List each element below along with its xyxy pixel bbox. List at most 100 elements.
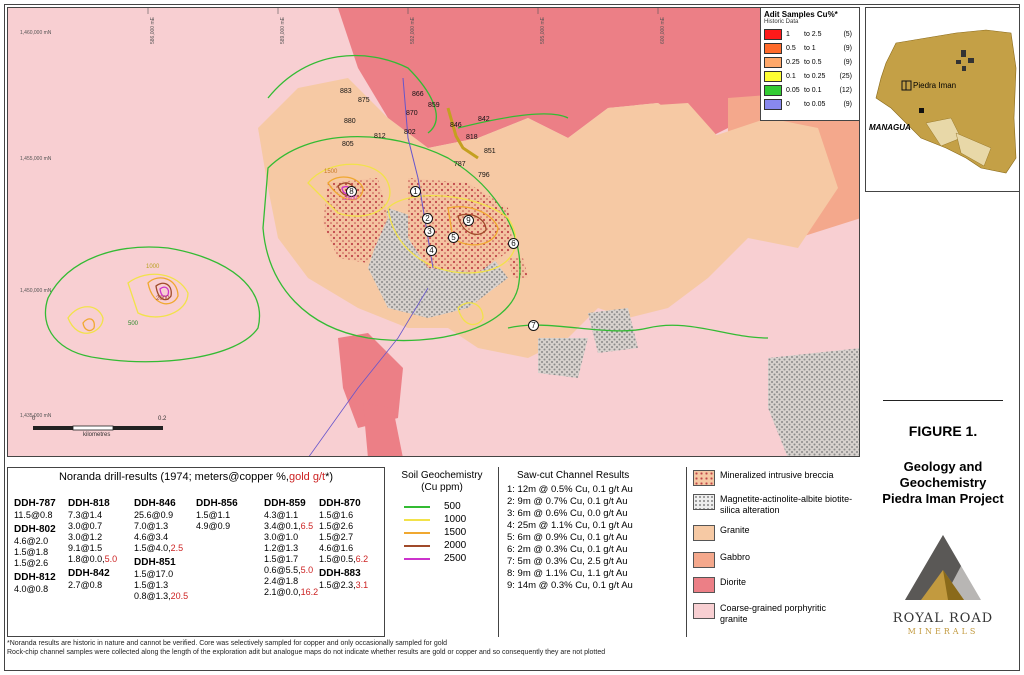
soil-legend-row: 2000 <box>404 539 496 552</box>
drill-intercept: 1.5@2.3,3.1 <box>319 580 368 591</box>
drill-column: DDH-856 1.5@1.1 4.9@0.9 <box>196 498 238 532</box>
soil-contour-swatch <box>404 505 430 508</box>
intercept-copper: 4.0@0.8 <box>14 584 49 594</box>
inset-place-label: Piedra Iman <box>913 81 957 90</box>
coord-y-4: 1,435,000 mN <box>20 413 52 419</box>
geology-legend: Mineralized intrusive breccia Magnetite-a… <box>686 467 860 637</box>
drill-intercept: 25.6@0.9 <box>134 510 188 521</box>
drill-hole-label[interactable]: 812 <box>374 133 386 140</box>
drill-intercept: 3.4@0.1,6.5 <box>264 521 318 532</box>
geology-legend-row: Magnetite-actinolite-albite biotite-sili… <box>693 494 855 516</box>
intercept-gold: 6.2 <box>355 554 369 564</box>
drill-hole-label[interactable]: 846 <box>450 122 462 129</box>
coord-x-3: 592,000 mE <box>410 17 416 44</box>
drill-intercept: 1.5@2.6 <box>319 521 368 532</box>
breccia-area-east <box>508 258 528 278</box>
channel-marker[interactable]: 5 <box>448 232 459 243</box>
adit-swatch <box>764 70 782 82</box>
drill-column: DDH-859 4.3@1.1 3.4@0.1,6.5 3.0@1.0 1.2@1.3 1… <box>264 498 318 598</box>
country-outline <box>875 29 1017 174</box>
intercept-copper: 2.1@0.0, <box>264 587 301 597</box>
footnote: *Noranda results are historic in nature … <box>7 640 448 647</box>
intercept-copper: 7.3@1.4 <box>68 510 103 520</box>
geology-unit-label: Coarse-grained porphyritic granite <box>720 603 827 624</box>
channel-marker[interactable]: 2 <box>422 213 433 224</box>
coord-x-2: 589,000 mE <box>280 17 286 44</box>
drill-hole-label[interactable]: 796 <box>478 172 490 179</box>
granite-area-east <box>608 103 728 208</box>
drill-hole-label[interactable]: 880 <box>344 118 356 125</box>
drill-hole-label[interactable]: 875 <box>358 97 370 104</box>
company-logo: ROYAL ROAD MINERALS <box>866 530 1020 640</box>
coord-x-1: 586,000 mE <box>150 17 156 44</box>
geology-unit-label: Diorite <box>720 577 747 587</box>
contour-1000-e <box>457 302 484 326</box>
intercept-copper: 1.5@1.8 <box>14 547 49 557</box>
drill-intercept: 4.6@1.6 <box>319 543 368 554</box>
soil-rows: 500 1000 1500 2000 2500 <box>388 500 496 565</box>
intercept-copper: 1.5@0.5, <box>319 554 356 564</box>
contour-1500-c <box>327 176 364 201</box>
drill-hole-id: DDH-859 <box>264 498 306 509</box>
drill-hole-label[interactable]: 802 <box>404 129 416 136</box>
contour-500-ne <box>457 113 569 129</box>
adit-range-low: 0.25 <box>786 58 800 66</box>
soil-contour-swatch <box>404 557 430 560</box>
contour-1000-b <box>127 273 189 318</box>
adit-count: (9) <box>843 44 852 52</box>
drill-intercept: 1.5@2.6 <box>14 558 56 569</box>
geology-legend-row: Gabbro <box>693 552 855 568</box>
drill-hole-label[interactable]: 851 <box>484 148 496 155</box>
drill-hole-label[interactable]: 818 <box>466 134 478 141</box>
contour-1500-a <box>82 318 95 332</box>
contour-1000-d <box>387 195 517 274</box>
drill-intercept: 1.5@4.0,2.5 <box>134 543 188 554</box>
drill-hole-id: DDH-812 <box>14 572 56 583</box>
drill-column: DDH-818 7.3@1.4 3.0@0.7 3.0@1.2 9.1@1.5 1.8@0… <box>68 498 117 591</box>
channel-marker[interactable]: 4 <box>426 245 437 256</box>
adit-swatch <box>764 42 782 54</box>
channel-marker[interactable]: 8 <box>346 186 357 197</box>
channel-result-row: 4: 25m @ 1.1% Cu, 0.1 g/t Au <box>507 520 633 531</box>
channel-marker[interactable]: 7 <box>528 320 539 331</box>
drill-hole-id: DDH-870 <box>319 498 361 509</box>
drill-hole-label[interactable]: 866 <box>412 91 424 98</box>
channel-marker[interactable]: 6 <box>508 238 519 249</box>
channel-marker[interactable]: 1 <box>410 186 421 197</box>
intercept-copper: 2.7@0.8 <box>68 580 103 590</box>
adit-legend-title: Adit Samples Cu%* <box>764 10 838 19</box>
figure-title-block: FIGURE 1. Geology and Geochemistry Piedr… <box>866 400 1020 507</box>
drill-hole-label[interactable]: 859 <box>428 102 440 109</box>
channel-marker[interactable]: 9 <box>463 215 474 226</box>
drill-hole-label[interactable]: 870 <box>406 110 418 117</box>
intercept-gold: 3.1 <box>355 580 369 590</box>
intercept-copper: 1.5@1.1 <box>196 510 231 520</box>
intercept-copper: 0.6@5.5, <box>264 565 301 575</box>
soil-legend-row: 1500 <box>404 526 496 539</box>
inset-capital-label: MANAGUA <box>869 123 911 132</box>
geology-map[interactable]: 1,460,000 mN 1,455,000 mN 1,450,000 mN 1… <box>7 7 860 457</box>
contour-1500-d <box>447 206 499 246</box>
scale-unit: kilometres <box>83 432 111 438</box>
drill-column: DDH-787 11.5@0.8 DDH-802 4.6@2.0 1.5@1.8 1.5@… <box>14 498 56 595</box>
location-inset-map[interactable]: Piedra Iman MANAGUA <box>865 7 1020 192</box>
contour-500-west <box>44 246 261 363</box>
drill-hole-label[interactable]: 842 <box>478 116 490 123</box>
logo-sub: MINERALS <box>907 627 979 636</box>
intercept-copper: 2.4@1.8 <box>264 576 299 586</box>
drill-hole-label[interactable]: 883 <box>340 88 352 95</box>
adit-swatch <box>764 28 782 40</box>
adit-range-high: to 0.05 <box>804 100 826 108</box>
drill-hole-label[interactable]: 787 <box>454 161 466 168</box>
drill-intercept: 9.1@1.5 <box>68 543 117 554</box>
drill-hole-label[interactable]: 805 <box>342 141 354 148</box>
drill-intercept: 1.2@1.3 <box>264 543 318 554</box>
managua-marker <box>919 108 924 113</box>
adit-legend-row: 0.5 to 1 (9) <box>764 41 856 55</box>
intercept-gold: 16.2 <box>300 587 319 597</box>
logo-name: ROYAL ROAD <box>892 611 994 626</box>
footnotes: *Noranda results are historic in nature … <box>7 639 1017 657</box>
intercept-copper: 1.5@2.3, <box>319 580 356 590</box>
geology-swatch <box>693 494 715 510</box>
channel-marker[interactable]: 3 <box>424 226 435 237</box>
